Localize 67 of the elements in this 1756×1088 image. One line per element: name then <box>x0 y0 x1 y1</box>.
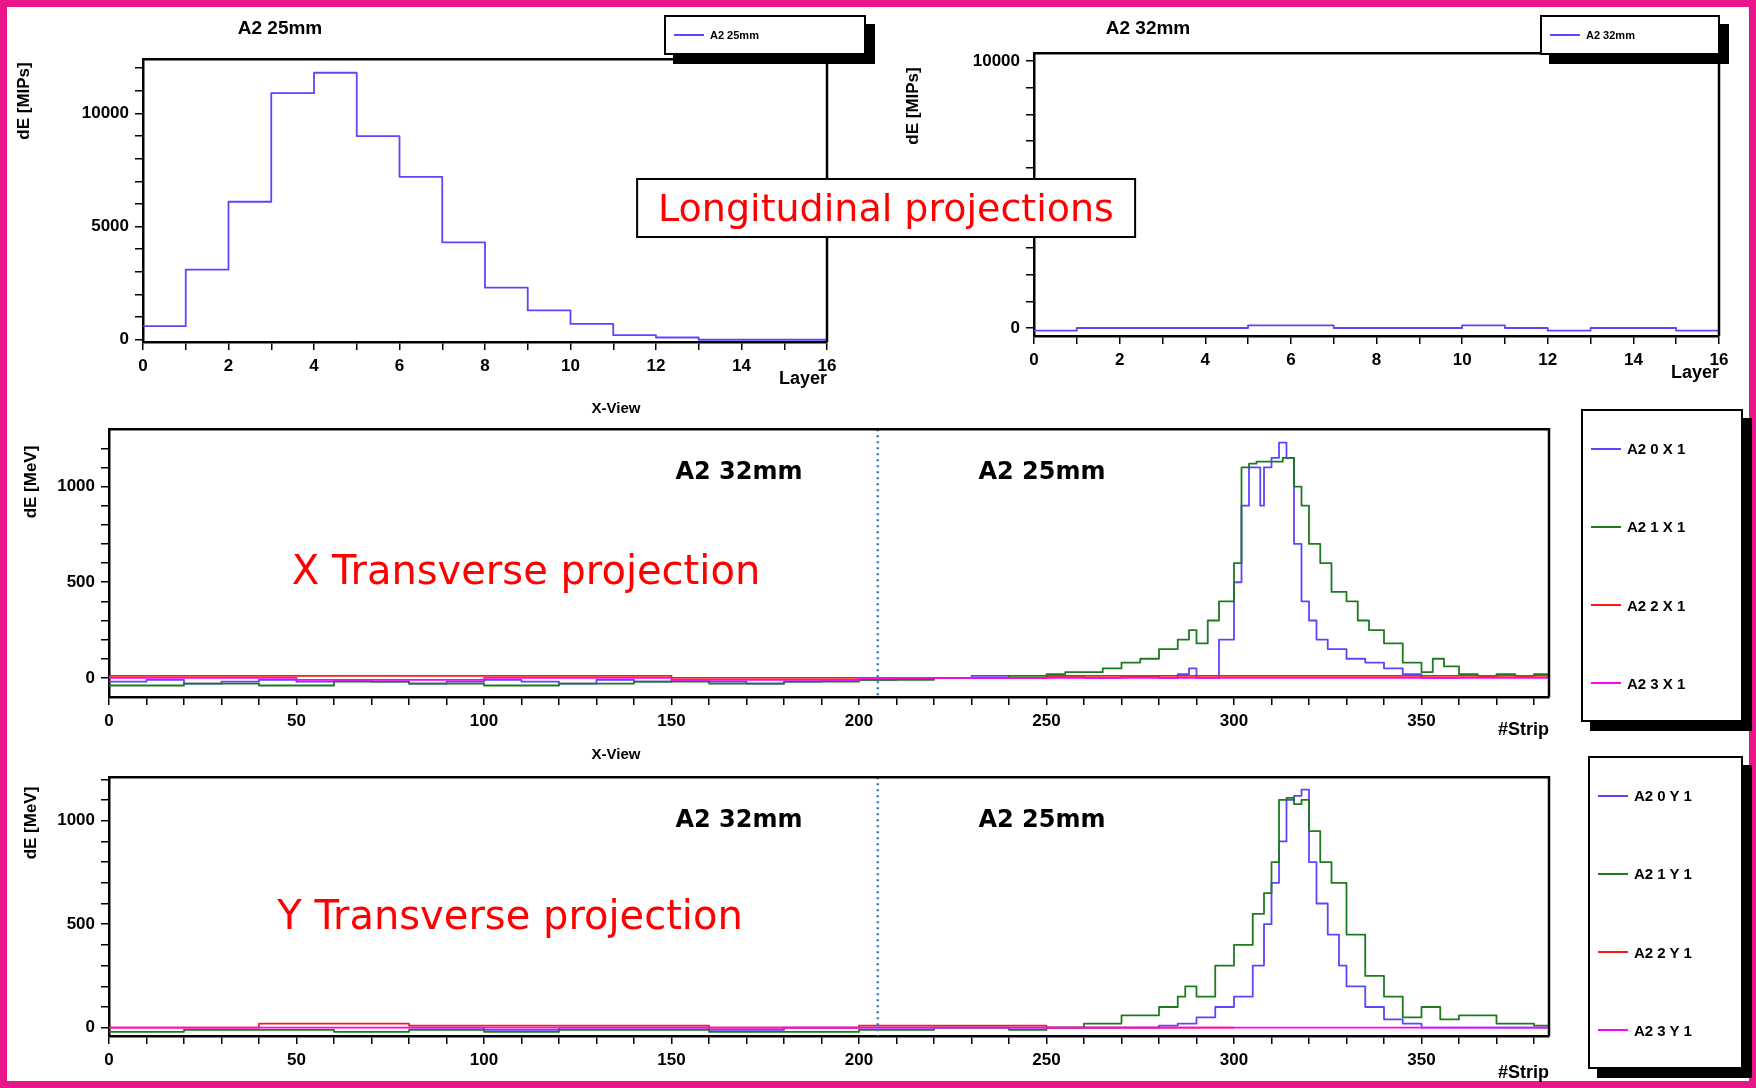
x-tick-label: 10 <box>561 355 580 375</box>
x-tick-label: 12 <box>646 355 666 375</box>
y-tick-label: 0 <box>85 1017 95 1037</box>
annotation: A2 32mm <box>675 805 803 833</box>
x-tick-label: 250 <box>1032 1049 1061 1069</box>
x-tick-label: 250 <box>1032 710 1061 730</box>
y-tick-label: 1000 <box>57 476 95 496</box>
annotation: A2 25mm <box>978 457 1106 485</box>
x-tick-label: 4 <box>1200 349 1211 369</box>
legend-label: A2 25mm <box>710 29 759 41</box>
annotation: X Transverse projection <box>291 547 761 593</box>
x-tick-label: 300 <box>1219 1049 1249 1069</box>
legend-label: A2 0 X 1 <box>1627 440 1686 458</box>
x-tick-label: 350 <box>1407 1049 1436 1069</box>
x-tick-label: 6 <box>394 355 405 375</box>
annotation: A2 25mm <box>978 805 1106 833</box>
x-tick-label: 0 <box>138 355 148 375</box>
y-axis-title: dE [MeV] <box>21 786 41 860</box>
x-tick-label: 8 <box>1371 349 1382 369</box>
x-axis-title: #Strip <box>1497 718 1549 740</box>
y-axis-title: dE [MIPs] <box>14 62 34 140</box>
x-tick-label: 350 <box>1407 710 1436 730</box>
legend-label: A2 2 Y 1 <box>1634 943 1692 961</box>
y-tick-label: 0 <box>119 329 129 349</box>
y-tick-label: 10000 <box>972 50 1020 70</box>
x-tick-label: 6 <box>1286 349 1296 369</box>
x-tick-label: 300 <box>1219 710 1249 730</box>
y-tick-label: 500 <box>66 571 95 591</box>
x-tick-label: 150 <box>657 710 686 730</box>
x-tick-label: 200 <box>844 710 874 730</box>
x-tick-label: 50 <box>287 710 306 730</box>
x-tick-label: 4 <box>309 355 320 375</box>
legend-label: A2 2 X 1 <box>1627 596 1686 614</box>
y-tick-label: 0 <box>85 667 95 687</box>
y-tick-label: 10000 <box>81 103 129 123</box>
legend-label: A2 3 Y 1 <box>1634 1021 1692 1039</box>
legend-label: A2 1 X 1 <box>1627 518 1686 536</box>
x-tick-label: 14 <box>1623 349 1644 369</box>
x-tick-label: 100 <box>469 1049 499 1069</box>
annotation: Longitudinal projections <box>636 178 1136 238</box>
y-axis-title: dE [MIPs] <box>903 67 923 145</box>
x-tick-label: 14 <box>732 355 752 375</box>
legend-label: A2 1 Y 1 <box>1634 865 1692 883</box>
x-tick-label: 12 <box>1538 349 1558 369</box>
x-tick-label: 2 <box>223 355 234 375</box>
chart-title: X-View <box>591 744 641 762</box>
legend-label: A2 3 X 1 <box>1627 674 1686 692</box>
annotation: A2 32mm <box>675 457 803 485</box>
chart-title: A2 32mm <box>1105 17 1191 39</box>
x-tick-label: 8 <box>480 355 490 375</box>
annotation: Y Transverse projection <box>277 892 743 938</box>
y-tick-label: 1000 <box>57 810 95 830</box>
x-tick-label: 0 <box>1029 349 1039 369</box>
chart-title: A2 25mm <box>237 17 323 39</box>
legend-label: A2 0 Y 1 <box>1634 787 1692 805</box>
x-tick-label: 50 <box>287 1049 306 1069</box>
x-tick-label: 200 <box>844 1049 874 1069</box>
x-tick-label: 2 <box>1114 349 1125 369</box>
x-axis-title: #Strip <box>1497 1061 1549 1083</box>
y-axis-title: dE [MeV] <box>21 445 41 519</box>
x-tick-label: 100 <box>469 710 499 730</box>
x-tick-label: 150 <box>657 1049 686 1069</box>
chart-title: X-View <box>591 398 641 416</box>
legend-label: A2 32mm <box>1586 29 1635 41</box>
y-tick-label: 5000 <box>91 216 129 236</box>
y-tick-label: 500 <box>66 913 95 933</box>
x-tick-label: 10 <box>1452 349 1472 369</box>
